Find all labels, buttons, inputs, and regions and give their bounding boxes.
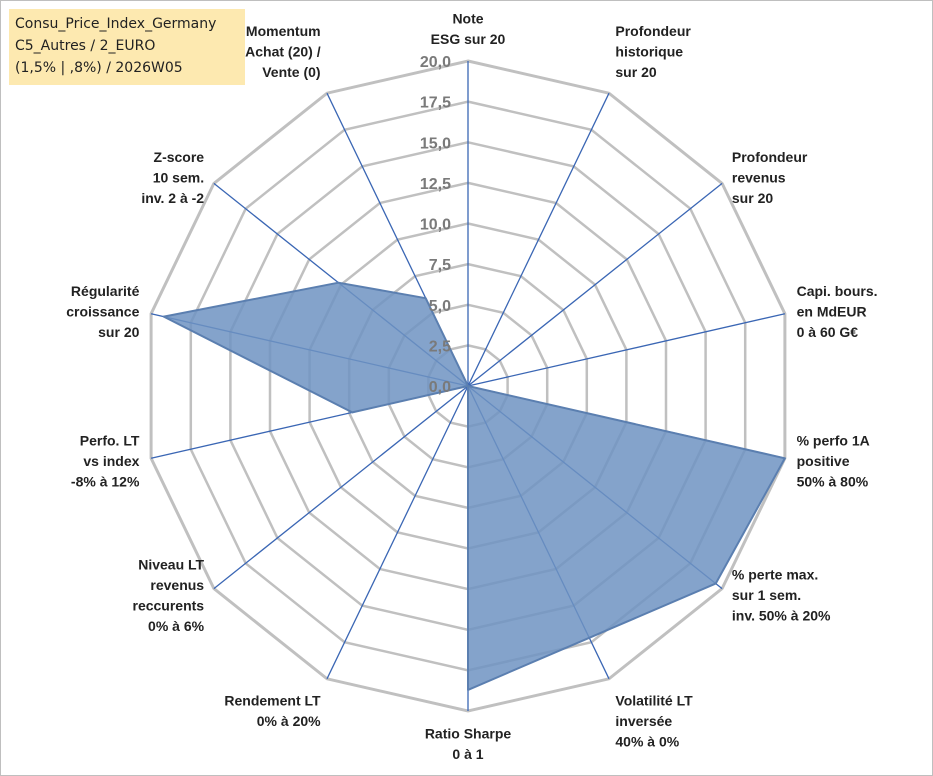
axis-label-line: inv. 50% à 20% bbox=[732, 608, 831, 624]
axis-label-line: historique bbox=[615, 44, 683, 60]
axis-label-line: inv. 2 à -2 bbox=[141, 190, 204, 206]
series-area-0 bbox=[162, 281, 786, 691]
tick-label: 7,5 bbox=[429, 257, 451, 274]
axis-label-11: Régularité croissance sur 20 bbox=[66, 283, 139, 340]
axis-label-line: vs index bbox=[83, 453, 139, 469]
axis-label-line: -8% à 12% bbox=[71, 473, 140, 489]
info-box: Consu_Price_Index_Germany C5_Autres / 2_… bbox=[9, 9, 245, 85]
spoke-2 bbox=[467, 182, 723, 387]
axis-label-line: Profondeur bbox=[732, 149, 808, 165]
tick-label: 5,0 bbox=[429, 298, 451, 315]
axis-label-line: Capi. bours. bbox=[797, 283, 878, 299]
tick-label: 0,0 bbox=[429, 379, 451, 396]
axis-label-line: 0% à 20% bbox=[257, 713, 321, 729]
tick-label: 2,5 bbox=[429, 338, 451, 355]
axis-label-1: Profondeur historique sur 20 bbox=[615, 23, 691, 80]
axis-label-line: 50% à 80% bbox=[797, 473, 869, 489]
axis-label-line: revenus bbox=[150, 577, 204, 593]
axis-label-line: sur 20 bbox=[732, 190, 773, 206]
series-point-7 bbox=[467, 689, 469, 691]
series-point-12 bbox=[337, 281, 340, 284]
axis-label-5: % perte max. sur 1 sem. inv. 50% à 20% bbox=[732, 567, 831, 624]
axis-label-line: Perfo. LT bbox=[80, 432, 140, 448]
axis-label-6: Volatilité LT inversée 40% à 0% bbox=[615, 692, 693, 749]
tick-label: 17,5 bbox=[420, 95, 451, 112]
axis-label-line: Niveau LT bbox=[138, 556, 204, 572]
axis-label-line: Note bbox=[452, 11, 483, 27]
axis-label-line: croissance bbox=[66, 304, 139, 320]
tick-label: 15,0 bbox=[420, 135, 451, 152]
spoke-1 bbox=[467, 92, 610, 387]
radar-series bbox=[162, 281, 786, 691]
axis-label-8: Rendement LT 0% à 20% bbox=[224, 692, 321, 729]
axis-label-line: inversée bbox=[615, 713, 672, 729]
axis-label-3: Capi. bours. en MdEUR 0 à 60 G€ bbox=[797, 283, 878, 340]
series-point-5 bbox=[714, 582, 717, 585]
axis-label-line: Momentum bbox=[246, 23, 321, 39]
series-point-4 bbox=[784, 457, 786, 460]
axis-label-7: Ratio Sharpe 0 à 1 bbox=[425, 726, 512, 763]
axis-label-line: Achat (20) / bbox=[245, 44, 321, 60]
series-point-6 bbox=[588, 637, 591, 639]
axis-label-line: sur 20 bbox=[615, 64, 656, 80]
axis-label-line: 10 sem. bbox=[153, 169, 204, 185]
axis-label-line: Z-score bbox=[154, 149, 205, 165]
axis-label-line: reccurents bbox=[133, 597, 205, 613]
info-line-category: C5_Autres / 2_EURO bbox=[15, 38, 156, 54]
spoke-8 bbox=[326, 385, 469, 680]
radial-tick-labels: 0,0 2,5 5,0 7,5 10,0 12,5 15,0 17,5 20,0 bbox=[420, 54, 451, 396]
axis-label-12: Z-score 10 sem. inv. 2 à -2 bbox=[141, 149, 204, 206]
tick-label: 20,0 bbox=[420, 54, 451, 71]
axis-labels: Note ESG sur 20 Profondeur historique sur 20… bbox=[66, 11, 877, 763]
axis-label-10: Perfo. LT vs index -8% à 12% bbox=[71, 432, 140, 489]
axis-label-line: Volatilité LT bbox=[615, 692, 693, 708]
axis-label-0: Note ESG sur 20 bbox=[431, 11, 506, 48]
spoke-3 bbox=[467, 313, 786, 387]
spoke-9 bbox=[213, 385, 469, 590]
tick-label: 12,5 bbox=[420, 176, 451, 193]
axis-label-4: % perfo 1A positive 50% à 80% bbox=[797, 432, 870, 489]
axis-label-9: Niveau LT revenus reccurents 0% à 6% bbox=[133, 556, 205, 634]
tick-label: 10,0 bbox=[420, 217, 451, 234]
axis-label-line: sur 1 sem. bbox=[732, 587, 801, 603]
axis-label-line: 40% à 0% bbox=[615, 733, 679, 749]
axis-label-line: % perfo 1A bbox=[797, 432, 870, 448]
axis-label-line: en MdEUR bbox=[797, 304, 867, 320]
axis-label-2: Profondeur revenus sur 20 bbox=[732, 149, 808, 206]
series-point-11 bbox=[163, 315, 165, 318]
axis-label-line: 0 à 60 G€ bbox=[797, 324, 859, 340]
series-point-13 bbox=[424, 297, 427, 300]
axis-label-line: ESG sur 20 bbox=[431, 31, 506, 47]
axis-label-13: Momentum Achat (20) / Vente (0) bbox=[245, 23, 321, 80]
axis-label-line: Profondeur bbox=[615, 23, 691, 39]
axis-label-line: Régularité bbox=[71, 283, 140, 299]
axis-label-line: positive bbox=[797, 453, 850, 469]
info-line-params: (1,5% | ,8%) / 2026W05 bbox=[15, 60, 183, 76]
axis-label-line: 0 à 1 bbox=[452, 746, 483, 762]
axis-label-line: Vente (0) bbox=[262, 64, 320, 80]
axis-label-line: Rendement LT bbox=[224, 692, 321, 708]
axis-label-line: 0% à 6% bbox=[148, 618, 205, 634]
info-line-index: Consu_Price_Index_Germany bbox=[15, 16, 217, 32]
axis-label-line: % perte max. bbox=[732, 567, 818, 583]
axis-label-line: revenus bbox=[732, 169, 786, 185]
axis-label-line: sur 20 bbox=[98, 324, 139, 340]
axis-label-line: Ratio Sharpe bbox=[425, 726, 512, 742]
series-point-10 bbox=[351, 411, 354, 414]
series-point-9 bbox=[467, 385, 469, 387]
